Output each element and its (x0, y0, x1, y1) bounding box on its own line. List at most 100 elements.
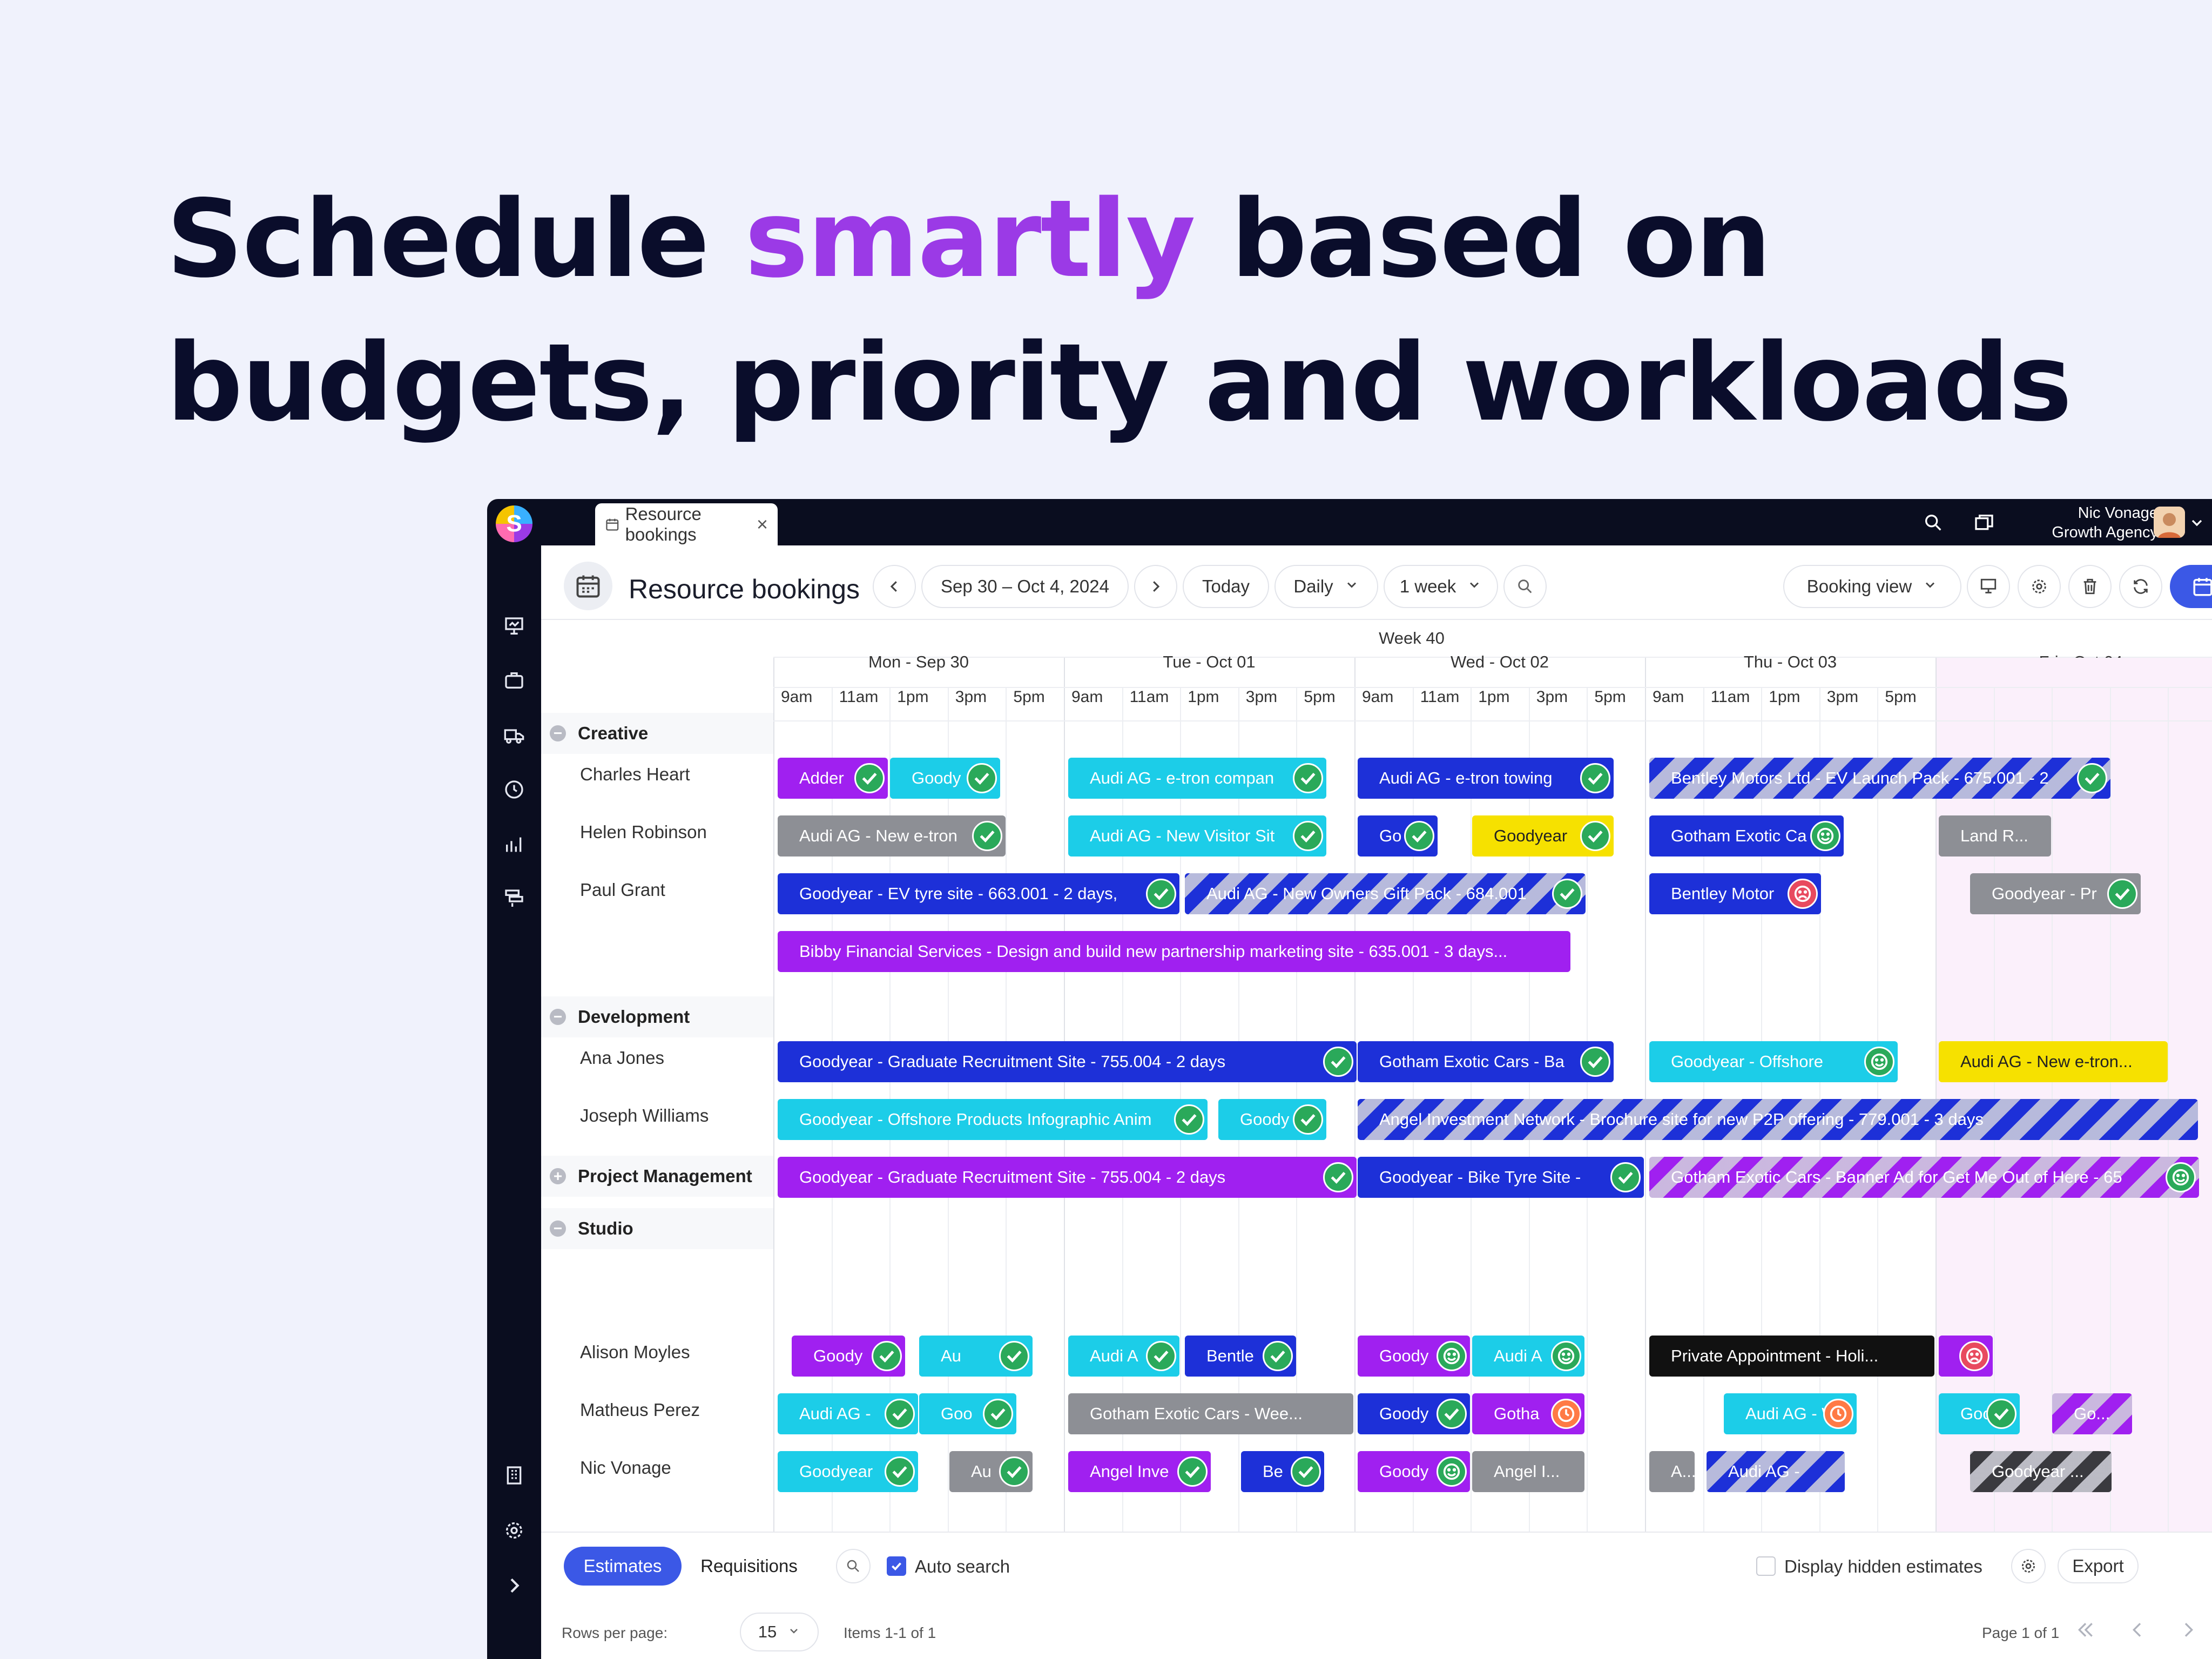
booking-bar[interactable]: Audi AG - e-tron towing (1358, 758, 1614, 799)
booking-bar[interactable]: Goody (890, 758, 1000, 799)
app-logo[interactable]: S (496, 505, 532, 542)
windows-icon[interactable] (1969, 508, 1999, 538)
booking-bar[interactable]: Goodyear - Bike Tyre Site - (1358, 1157, 1644, 1198)
search-icon[interactable] (836, 1549, 871, 1583)
delete-button[interactable] (2068, 565, 2112, 608)
booking-bar[interactable]: Bentle (1185, 1336, 1296, 1377)
booking-bar[interactable]: Bibby Financial Services - Design and bu… (778, 931, 1570, 972)
booking-bar[interactable]: Private Appointment - Holi... (1649, 1336, 1934, 1377)
view-select[interactable]: Booking view (1783, 565, 1961, 608)
tab-resource-bookings[interactable]: Resource bookings × (595, 503, 778, 545)
booking-bar[interactable]: Land R... (1939, 815, 2051, 857)
refresh-button[interactable] (2119, 565, 2162, 608)
booking-bar[interactable]: Gotham Exotic Cars - Wee... (1068, 1393, 1353, 1434)
booking-bar[interactable]: Au (919, 1336, 1033, 1377)
prev-page-icon[interactable] (2127, 1619, 2148, 1643)
booking-bar[interactable]: Audi AG - W (1724, 1393, 1857, 1434)
booking-bar[interactable]: Goo (1939, 1393, 2020, 1434)
interval-select[interactable]: Daily (1274, 565, 1378, 608)
booking-bar[interactable]: Audi AG - New Visitor Sit (1068, 815, 1326, 857)
chart-icon[interactable] (499, 830, 529, 860)
resource-name[interactable]: Ana Jones (580, 1048, 664, 1068)
booking-bar[interactable]: Gotham Exotic Cars - Ba (1358, 1041, 1614, 1082)
booking-bar[interactable]: Angel Investment Network - Brochure site… (1358, 1099, 2198, 1140)
resource-name[interactable]: Paul Grant (580, 880, 665, 900)
booking-bar[interactable]: Goodyear (778, 1451, 918, 1492)
booking-bar[interactable]: Goo (919, 1393, 1016, 1434)
date-range-picker[interactable]: Sep 30 – Oct 4, 2024 (921, 565, 1129, 608)
booking-bar[interactable]: Goodyear - Offshore Products Infographic… (778, 1099, 1208, 1140)
rows-per-page-select[interactable]: 15 (740, 1613, 819, 1651)
booking-bar[interactable]: Audi AG - (778, 1393, 918, 1434)
export-button[interactable]: Export (2058, 1549, 2139, 1583)
next-week-button[interactable] (1134, 565, 1177, 608)
briefcase-icon[interactable] (499, 665, 529, 696)
avatar[interactable] (2154, 507, 2185, 538)
booking-bar[interactable]: Audi AG - New e-tron... (1939, 1041, 2168, 1082)
booking-bar[interactable]: Au (949, 1451, 1033, 1492)
booking-bar[interactable]: Audi AG - e-tron compan (1068, 758, 1326, 799)
resource-name[interactable]: Matheus Perez (580, 1400, 700, 1420)
gear-icon[interactable] (2011, 1549, 2046, 1583)
booking-bar[interactable]: Goody (792, 1336, 905, 1377)
truck-icon[interactable] (499, 720, 529, 751)
chevron-down-icon[interactable] (2182, 508, 2212, 538)
booking-bar[interactable]: Be (1241, 1451, 1324, 1492)
close-icon[interactable]: × (756, 513, 768, 535)
settings-icon[interactable] (499, 1515, 529, 1546)
group-header[interactable]: + Project Management (541, 1161, 773, 1191)
calendar-view-button[interactable] (2170, 565, 2212, 608)
booking-bar[interactable]: Audi AG - New Owners Gift Pack - 684.001 (1185, 873, 1586, 914)
clock-icon[interactable] (499, 774, 529, 805)
presentation-icon[interactable] (499, 611, 529, 642)
booking-bar[interactable]: Goodyear - Offshore (1649, 1041, 1898, 1082)
booking-bar[interactable]: Go (1358, 815, 1438, 857)
booking-bar[interactable]: Goody (1358, 1336, 1470, 1377)
booking-bar[interactable]: Adder (778, 758, 888, 799)
booking-bar[interactable]: Angel Inve (1068, 1451, 1211, 1492)
resource-name[interactable]: Helen Robinson (580, 822, 707, 842)
booking-bar[interactable]: Audi A (1472, 1336, 1584, 1377)
booking-bar[interactable]: Goody (1358, 1451, 1470, 1492)
resource-name[interactable]: Charles Heart (580, 764, 690, 784)
booking-bar[interactable]: Goody (1358, 1393, 1470, 1434)
booking-bar[interactable]: Gotha (1472, 1393, 1584, 1434)
booking-bar[interactable]: Audi AG - (1707, 1451, 1845, 1492)
booking-bar[interactable]: Goodyear - Pr (1970, 873, 2141, 914)
auto-search-checkbox[interactable] (887, 1556, 906, 1576)
booking-bar[interactable]: Audi AG - New e-tron (778, 815, 1006, 857)
expand-icon[interactable] (499, 1570, 529, 1601)
tab-requisitions[interactable]: Requisitions (700, 1556, 798, 1576)
resource-name[interactable]: Joseph Williams (580, 1105, 709, 1125)
booking-bar[interactable]: A... (1649, 1451, 1695, 1492)
user-info[interactable]: Nic Vonage Growth Agency (2052, 503, 2158, 542)
settings-button[interactable] (2018, 565, 2061, 608)
scheduler-icon[interactable] (499, 884, 529, 914)
booking-bar[interactable]: Goodyear ... (1970, 1451, 2112, 1492)
next-page-icon[interactable] (2177, 1619, 2199, 1643)
booking-bar[interactable]: Bentley Motors Ltd - EV Launch Pack - 67… (1649, 758, 2110, 799)
collapse-icon[interactable]: − (550, 725, 566, 741)
span-select[interactable]: 1 week (1384, 565, 1498, 608)
resource-name[interactable]: Alison Moyles (580, 1342, 690, 1362)
booking-bar[interactable]: Go... (2052, 1393, 2132, 1434)
presentation-button[interactable] (1967, 565, 2010, 608)
today-button[interactable]: Today (1183, 565, 1269, 608)
booking-bar[interactable]: Gotham Exotic Ca (1649, 815, 1844, 857)
collapse-icon[interactable]: − (550, 1009, 566, 1025)
booking-bar[interactable]: Goodyear - EV tyre site - 663.001 - 2 da… (778, 873, 1179, 914)
first-page-icon[interactable] (2075, 1619, 2096, 1643)
group-header[interactable]: − Creative (541, 718, 773, 748)
search-icon[interactable] (1918, 508, 1948, 538)
booking-bar[interactable]: Bentley Motor (1649, 873, 1821, 914)
booking-bar[interactable]: Goodyear - Graduate Recruitment Site - 7… (778, 1041, 1357, 1082)
booking-bar[interactable]: Goodyear (1472, 815, 1614, 857)
collapse-icon[interactable]: − (550, 1220, 566, 1237)
expand-icon[interactable]: + (550, 1168, 566, 1184)
building-icon[interactable] (499, 1460, 529, 1491)
group-header[interactable]: − Development (541, 1002, 773, 1032)
booking-bar[interactable] (1939, 1336, 1993, 1377)
booking-bar[interactable]: Goody (1218, 1099, 1326, 1140)
prev-week-button[interactable] (873, 565, 916, 608)
booking-bar[interactable]: Angel I... (1472, 1451, 1584, 1492)
